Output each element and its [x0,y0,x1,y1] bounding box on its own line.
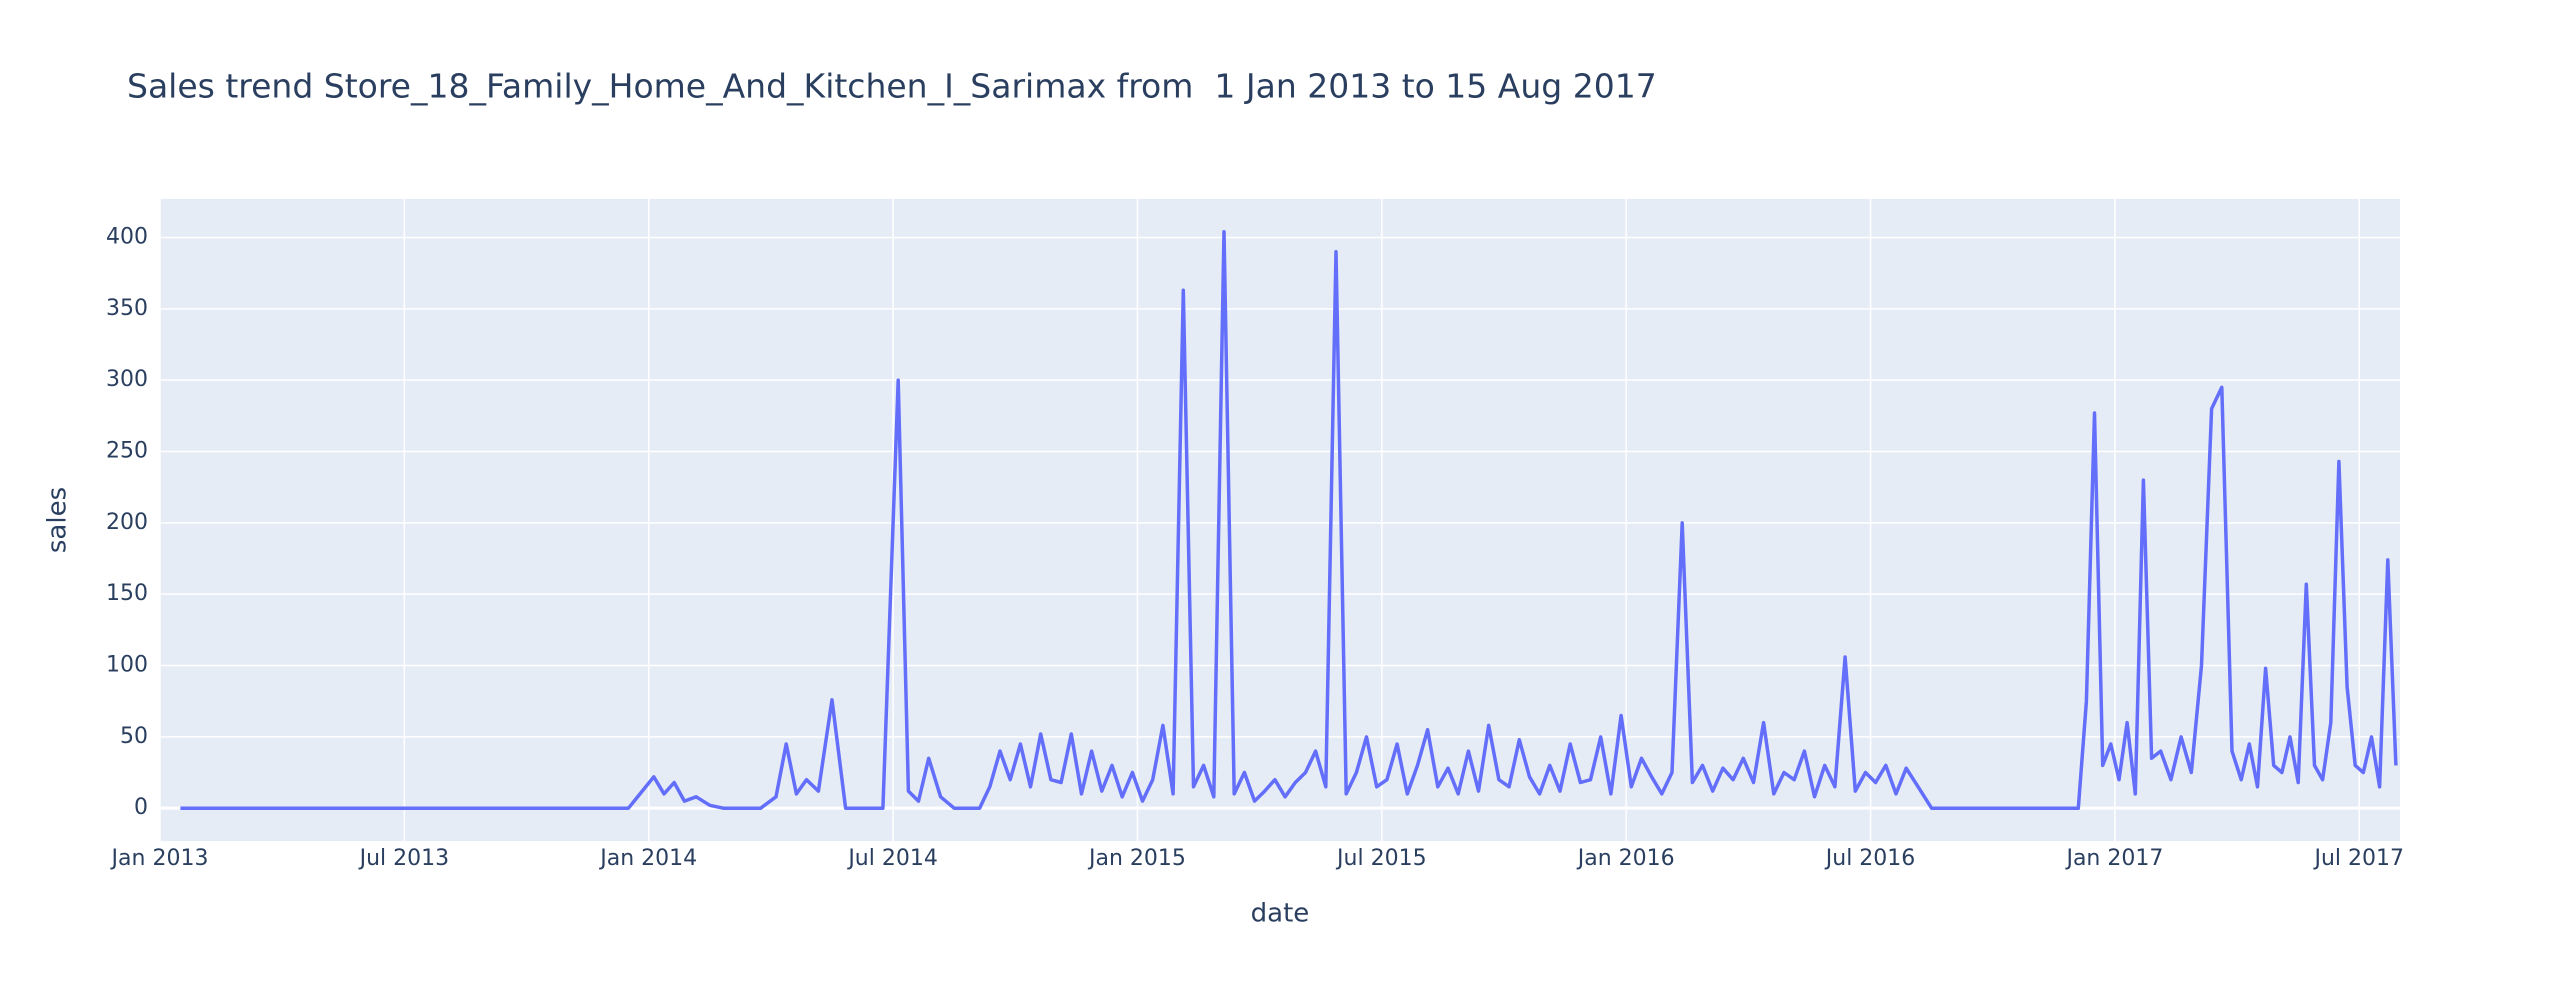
y-tick-label: 200 [106,510,148,535]
y-tick-label: 400 [106,225,148,250]
x-tick-label: Jan 2017 [2064,846,2163,871]
plot-area [160,199,2400,841]
x-axis-title: date [1251,899,1310,929]
x-tick-label: Jan 2013 [110,846,209,871]
y-tick-label: 100 [106,653,148,678]
x-tick-label: Jul 2014 [846,846,938,871]
x-tick-label: Jul 2015 [1335,846,1427,871]
y-tick-label: 0 [134,795,148,820]
chart-title: Sales trend Store_18_Family_Home_And_Kit… [127,67,1657,106]
y-tick-label: 50 [120,724,148,749]
x-tick-label: Jul 2013 [358,846,450,871]
y-tick-label: 250 [106,439,148,464]
y-axis-title: sales [43,487,73,553]
x-tick-label: Jan 2014 [598,846,697,871]
series-line [180,230,2398,810]
x-tick-label: Jul 2017 [2313,846,2405,871]
y-tick-label: 350 [106,296,148,321]
x-tick-label: Jan 2016 [1576,846,1675,871]
x-tick-label: Jul 2016 [1824,846,1916,871]
y-tick-label: 300 [106,367,148,392]
y-tick-label: 150 [106,581,148,606]
x-tick-label: Jan 2015 [1087,846,1186,871]
